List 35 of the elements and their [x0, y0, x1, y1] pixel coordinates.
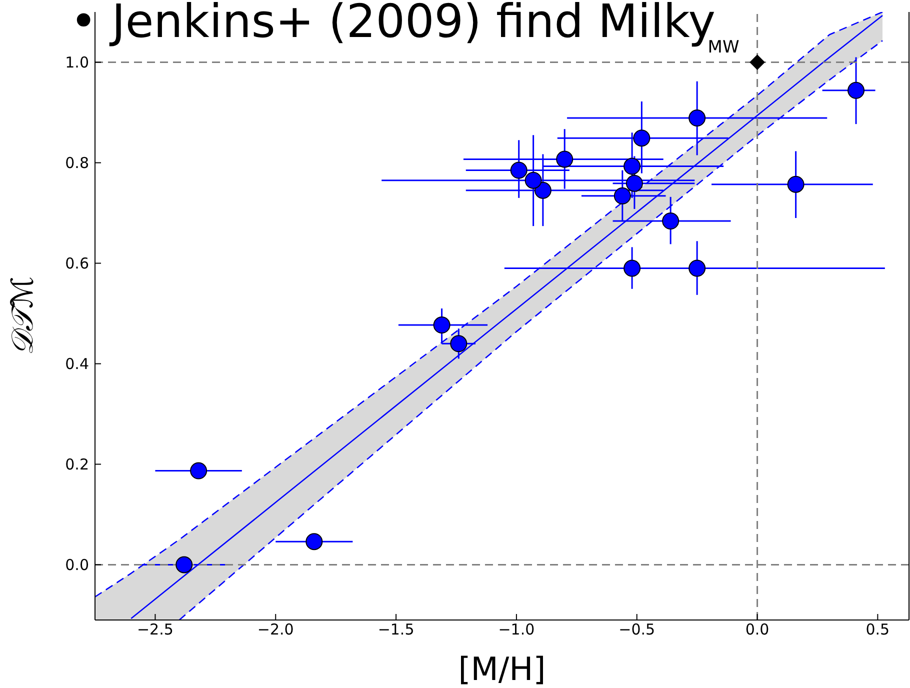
point [624, 158, 641, 175]
point [848, 82, 865, 99]
point [787, 176, 804, 193]
point [750, 54, 765, 70]
x-tick-label: −1.0 [498, 620, 535, 639]
point [306, 533, 323, 550]
point [176, 556, 193, 574]
y-tick-label: 0.8 [65, 154, 89, 172]
point [633, 130, 650, 147]
point [662, 212, 680, 230]
point [524, 172, 542, 189]
point [624, 260, 641, 277]
x-tick-label: −2.0 [257, 620, 294, 639]
x-tick-label: −0.5 [618, 620, 656, 639]
point [433, 316, 450, 334]
point [556, 150, 574, 168]
y-axis-title: 𝒟𝒯ℳ [6, 276, 41, 356]
y-tick-label: 1.0 [65, 54, 89, 72]
point [688, 260, 706, 277]
point [688, 110, 706, 127]
point [534, 182, 552, 199]
x-tick-label: 0.5 [866, 620, 890, 639]
point [510, 162, 528, 179]
y-tick-label: 0.4 [65, 355, 89, 374]
x-tick-label: −2.5 [136, 620, 174, 639]
x-tick-label: 0.0 [745, 620, 770, 639]
x-tick-label: −1.5 [378, 620, 414, 639]
point [614, 187, 631, 204]
y-tick-label: 0.6 [65, 254, 89, 273]
point [626, 174, 643, 192]
y-tick-label: 0.2 [65, 456, 89, 474]
y-tick-label: 0.0 [65, 556, 89, 574]
point [190, 462, 208, 480]
x-axis-title: [M/H] [458, 650, 546, 688]
point [450, 335, 468, 352]
